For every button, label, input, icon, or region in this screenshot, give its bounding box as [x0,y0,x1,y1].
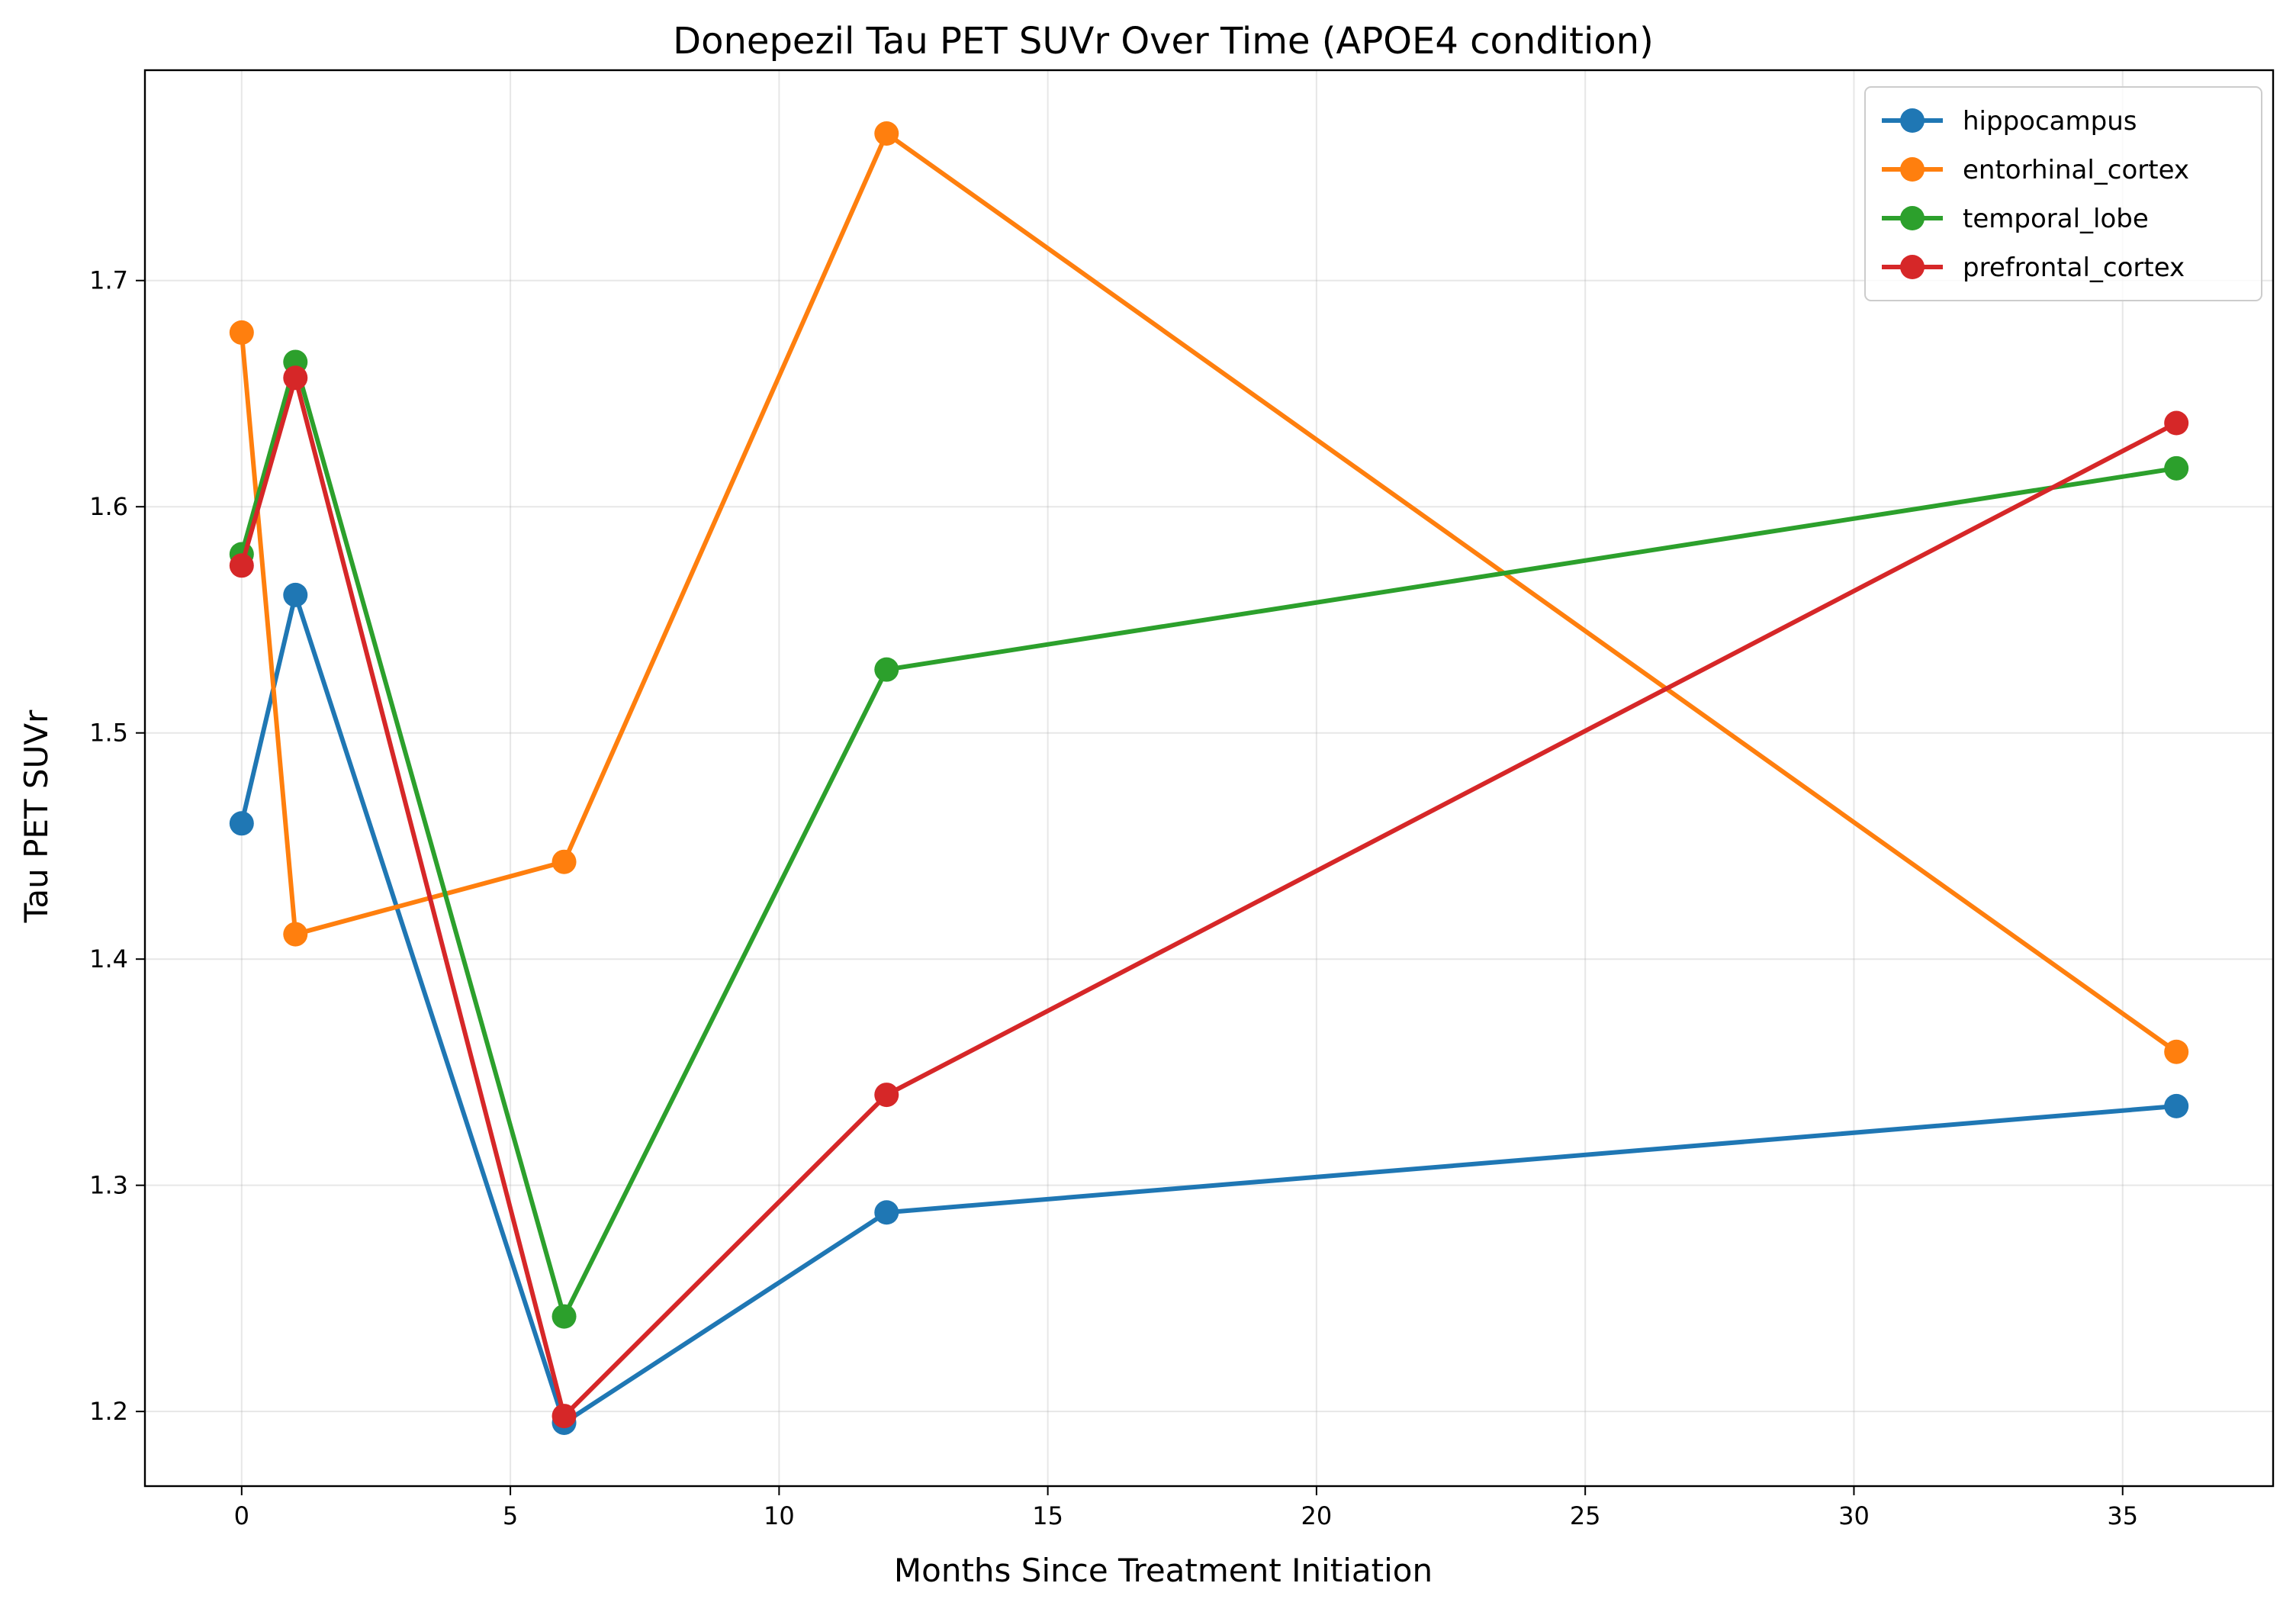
series-hippocampus [229,582,2189,1435]
y-tick-label: 1.2 [89,1397,128,1426]
data-point-hippocampus [229,811,254,836]
data-point-entorhinal_cortex [2164,1039,2189,1064]
series-entorhinal_cortex [229,121,2189,1064]
legend-item-entorhinal_cortex: entorhinal_cortex [1882,155,2189,185]
data-point-prefrontal_cortex [283,365,308,391]
series-line-temporal_lobe [239,359,2179,1319]
legend-marker [1900,108,1925,133]
data-point-prefrontal_cortex [874,1083,899,1108]
series-line-prefrontal_cortex [239,375,2179,1419]
legend-marker [1900,157,1925,182]
series-prefrontal_cortex [229,365,2189,1429]
y-tick-label: 1.3 [89,1171,128,1200]
data-point-entorhinal_cortex [874,121,899,146]
series-layer [229,121,2189,1435]
x-tick-label: 0 [234,1501,249,1530]
legend-item-temporal_lobe: temporal_lobe [1882,204,2149,234]
y-tick-label: 1.7 [89,266,128,295]
x-axis-label: Months Since Treatment Initiation [894,1552,1433,1589]
data-point-temporal_lobe [874,657,899,682]
legend: hippocampus entorhinal_cortex temporal_lob… [1864,86,2262,301]
legend-box [1864,86,2262,301]
plot-frame [143,69,2275,1488]
data-point-entorhinal_cortex [283,922,308,947]
legend-label: prefrontal_cortex [1963,253,2185,283]
data-point-hippocampus [283,582,308,607]
legend-label: hippocampus [1963,106,2137,137]
data-point-prefrontal_cortex [551,1404,577,1429]
legend-item-prefrontal_cortex: prefrontal_cortex [1882,253,2185,283]
data-point-entorhinal_cortex [551,849,577,874]
y-tick-label: 1.5 [89,719,128,748]
data-point-temporal_lobe [2164,455,2189,481]
y-axis-label: Tau PET SUVr [18,709,55,923]
data-point-hippocampus [2164,1093,2189,1118]
chart-title: Donepezil Tau PET SUVr Over Time (APOE4 … [673,20,1654,63]
x-tick-label: 35 [2107,1501,2138,1530]
x-tick-label: 15 [1032,1501,1063,1530]
data-point-prefrontal_cortex [229,553,254,578]
y-tick-label: 1.6 [89,492,128,521]
legend-marker [1900,255,1925,279]
x-tick-label: 5 [503,1501,518,1530]
data-point-temporal_lobe [551,1304,577,1329]
series-temporal_lobe [229,349,2189,1329]
x-tick-label: 10 [764,1501,795,1530]
x-tick-label: 30 [1838,1501,1870,1530]
legend-item-hippocampus: hippocampus [1882,106,2137,137]
legend-label: entorhinal_cortex [1963,155,2189,185]
x-tick-label: 25 [1570,1501,1601,1530]
data-point-hippocampus [874,1200,899,1225]
axis-ticks: 0 5 10 15 20 25 30 35 1.2 1.3 1.4 1.5 1.6 1.7 [89,266,2138,1530]
y-tick-label: 1.4 [89,944,128,973]
legend-marker [1900,206,1925,230]
data-point-entorhinal_cortex [229,320,254,345]
legend-label: temporal_lobe [1963,204,2149,234]
x-tick-label: 20 [1301,1501,1333,1530]
data-point-prefrontal_cortex [2164,410,2189,436]
